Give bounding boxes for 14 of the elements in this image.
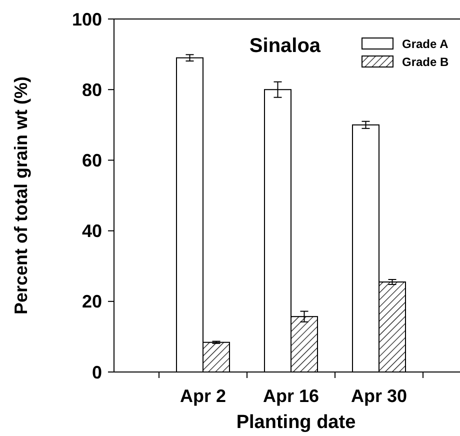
legend-label: Grade B (402, 55, 450, 70)
text: Sinaloa (249, 35, 322, 57)
y-tick-label: 0 (92, 362, 102, 382)
x-tick-label: Apr 30 (350, 386, 408, 406)
y-tick-label: 100 (72, 9, 102, 30)
y-tick-label: 60 (82, 150, 102, 170)
y-tick-label: 40 (82, 221, 102, 242)
x-tick-label: Apr 2 (180, 386, 226, 406)
y-tick-label: 80 (82, 80, 102, 100)
legend-label: Grade A (402, 37, 449, 52)
y-axis-title: Percent of total grain wt (%) (11, 76, 31, 315)
x-axis-title: Planting date (236, 412, 356, 433)
y-tick-label: 20 (82, 292, 102, 312)
x-tick-label: Apr 16 (262, 386, 320, 406)
